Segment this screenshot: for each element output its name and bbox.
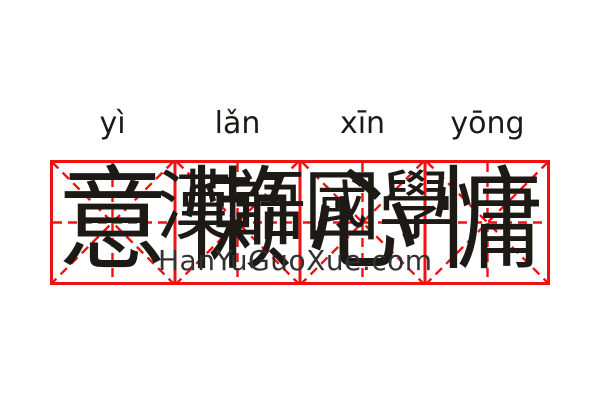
idiom-character: 意 xyxy=(56,160,169,284)
pinyin-row: yì lǎn xīn yōng xyxy=(50,101,550,147)
tianzige-grid xyxy=(50,160,550,285)
idiom-character: 心 xyxy=(306,160,419,284)
watermark-domain-text: HanYuGuoXue.com xyxy=(158,244,433,277)
tianzige-cell xyxy=(176,161,299,284)
characters-row: 意 懒 心 慵 xyxy=(50,160,550,285)
pinyin-syllable: xīn xyxy=(339,106,386,141)
tianzige-cell xyxy=(426,161,549,284)
tianzige-cell xyxy=(51,161,174,284)
idiom-character: 慵 xyxy=(431,160,544,284)
pinyin-syllable: yōng xyxy=(450,106,525,141)
pinyin-syllable: yì xyxy=(99,106,126,141)
tianzige-cell xyxy=(301,161,424,284)
watermark-cjk-text: 漢語國學 xyxy=(156,166,454,250)
tianzige-frame xyxy=(50,160,550,285)
pinyin-syllable: lǎn xyxy=(214,106,261,141)
idiom-character: 懒 xyxy=(181,160,294,284)
